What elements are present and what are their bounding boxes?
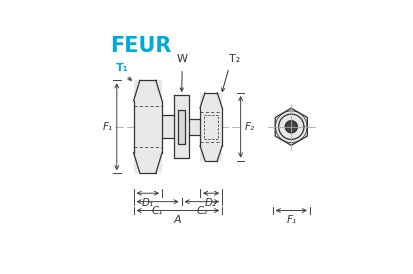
Bar (199, 93, 222, 161)
Bar (133, 80, 161, 173)
Bar (189, 119, 199, 135)
Text: C₁: C₁ (152, 206, 163, 216)
Text: A: A (173, 215, 181, 225)
Bar (178, 110, 184, 144)
Bar (161, 115, 173, 138)
Text: T₁: T₁ (116, 63, 128, 73)
Polygon shape (285, 121, 297, 133)
Text: FEUR: FEUR (109, 36, 171, 56)
Text: D₁: D₁ (141, 198, 154, 208)
Text: T₂: T₂ (228, 54, 240, 64)
Text: W: W (176, 54, 187, 64)
Text: D₂: D₂ (204, 198, 217, 208)
Text: C₂: C₂ (196, 206, 207, 216)
Text: F₁: F₁ (285, 215, 296, 225)
Text: F₂: F₂ (244, 122, 254, 132)
Polygon shape (275, 108, 306, 145)
Bar (173, 95, 189, 158)
Text: F₁: F₁ (103, 122, 113, 132)
